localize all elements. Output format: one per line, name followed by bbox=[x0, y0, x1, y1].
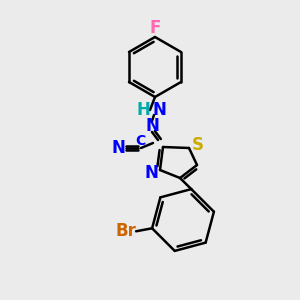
Text: H: H bbox=[136, 101, 150, 119]
Text: N: N bbox=[111, 139, 125, 157]
Text: N: N bbox=[152, 101, 166, 119]
Text: S: S bbox=[192, 136, 204, 154]
Text: N: N bbox=[144, 164, 158, 182]
Text: C: C bbox=[135, 134, 145, 148]
Text: Br: Br bbox=[116, 222, 136, 240]
Text: N: N bbox=[145, 117, 159, 135]
Text: F: F bbox=[149, 19, 161, 37]
